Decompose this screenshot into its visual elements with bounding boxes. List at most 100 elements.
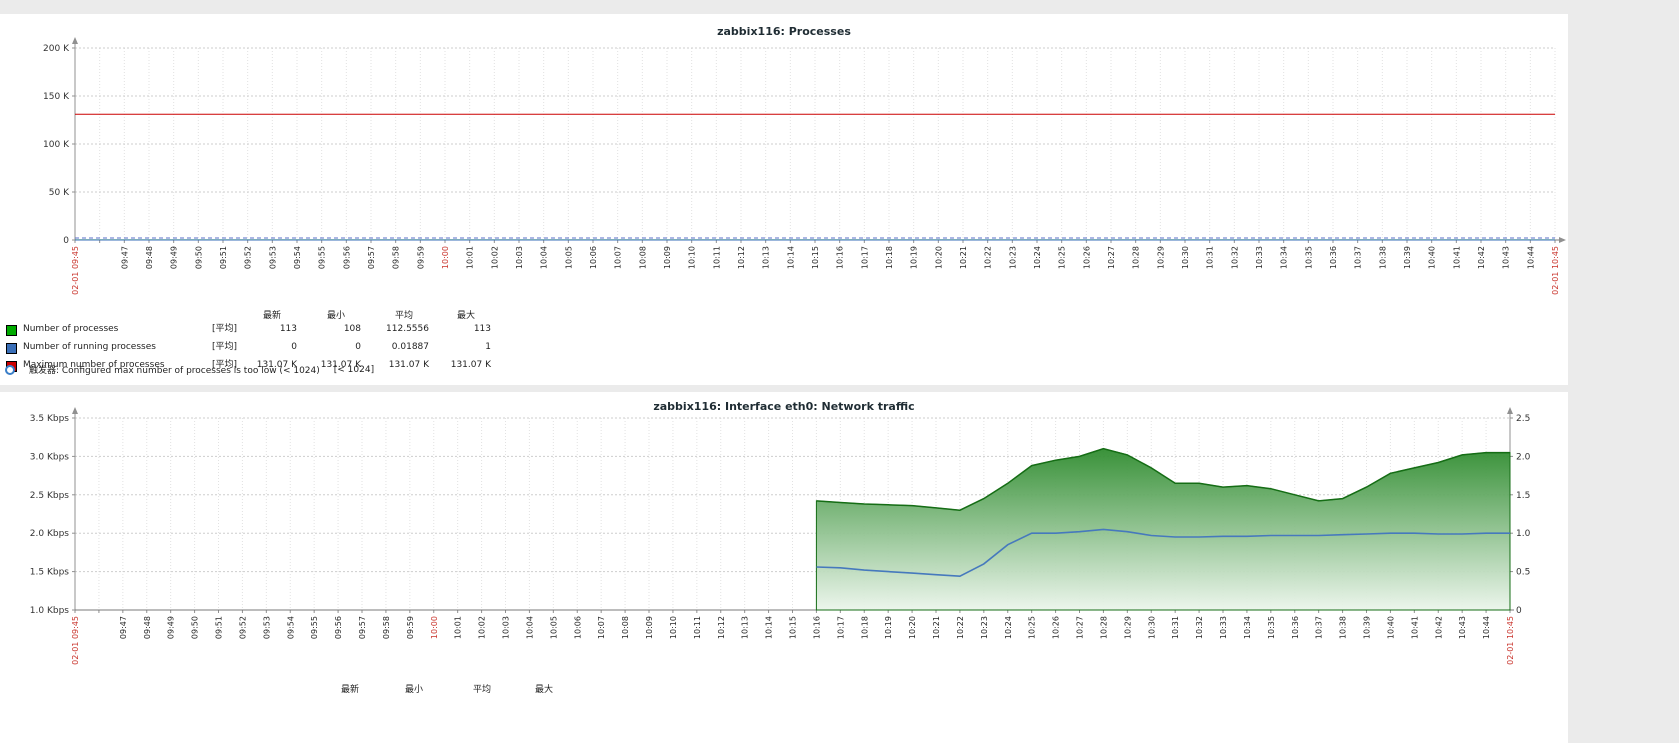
svg-text:3.5 Kbps: 3.5 Kbps xyxy=(30,414,70,424)
svg-text:10:33: 10:33 xyxy=(1255,246,1264,269)
svg-text:10:30: 10:30 xyxy=(1147,616,1156,639)
svg-text:10:24: 10:24 xyxy=(1004,616,1013,639)
svg-text:10:13: 10:13 xyxy=(762,246,771,269)
svg-text:50 K: 50 K xyxy=(49,188,70,198)
svg-text:09:48: 09:48 xyxy=(145,246,154,269)
svg-text:10:10: 10:10 xyxy=(669,616,678,639)
series-name: Maximum number of processes xyxy=(23,360,165,370)
svg-text:10:26: 10:26 xyxy=(1052,616,1061,639)
svg-text:10:10: 10:10 xyxy=(688,246,697,269)
svg-text:10:29: 10:29 xyxy=(1123,616,1132,639)
svg-text:10:39: 10:39 xyxy=(1363,616,1372,639)
svg-text:150 K: 150 K xyxy=(43,92,70,102)
svg-text:10:11: 10:11 xyxy=(693,616,702,639)
series-stat-value: 0 xyxy=(291,342,297,352)
svg-text:10:32: 10:32 xyxy=(1195,616,1204,639)
svg-text:10:40: 10:40 xyxy=(1386,616,1395,639)
svg-text:10:00: 10:00 xyxy=(441,246,450,269)
svg-text:10:26: 10:26 xyxy=(1082,246,1091,269)
svg-text:0.5: 0.5 xyxy=(1516,568,1530,578)
svg-text:10:07: 10:07 xyxy=(614,246,623,269)
svg-text:0: 0 xyxy=(1516,606,1522,616)
svg-text:10:18: 10:18 xyxy=(860,616,869,639)
svg-text:10:37: 10:37 xyxy=(1354,246,1363,269)
legend-stat-header: 最新 xyxy=(262,311,281,321)
graph-panel-network-traffic: zabbix116: Interface eth0: Network traff… xyxy=(0,392,1568,743)
svg-text:09:58: 09:58 xyxy=(392,246,401,269)
svg-text:10:31: 10:31 xyxy=(1206,246,1215,269)
svg-text:10:02: 10:02 xyxy=(490,246,499,269)
series-function: [平均] xyxy=(211,342,237,352)
svg-text:10:09: 10:09 xyxy=(645,616,654,639)
svg-text:10:31: 10:31 xyxy=(1171,616,1180,639)
svg-text:10:21: 10:21 xyxy=(959,246,968,269)
svg-text:10:23: 10:23 xyxy=(1008,246,1017,269)
svg-text:09:47: 09:47 xyxy=(119,616,128,639)
trigger-label: 触发器: Configured max number of processes … xyxy=(29,366,320,376)
svg-text:10:22: 10:22 xyxy=(984,246,993,269)
svg-text:10:25: 10:25 xyxy=(1058,246,1067,269)
network-traffic-graph-canvas[interactable]: 1.0 Kbps 1.5 Kbps 2.0 Kbps 2.5 Kbps 3.0 Kbps… xyxy=(0,407,1568,682)
svg-text:0: 0 xyxy=(63,236,69,246)
svg-text:09:49: 09:49 xyxy=(167,616,176,639)
graph-title-network-traffic: zabbix116: Interface eth0: Network traff… xyxy=(653,400,915,413)
series-color-swatch xyxy=(6,325,17,336)
svg-text:10:05: 10:05 xyxy=(549,616,558,639)
svg-text:09:57: 09:57 xyxy=(367,246,376,269)
svg-text:10:43: 10:43 xyxy=(1458,616,1467,639)
series-color-swatch xyxy=(6,343,17,354)
svg-text:09:48: 09:48 xyxy=(143,616,152,639)
series-function: [平均] xyxy=(211,324,237,334)
legend-stat-header: 最大 xyxy=(534,685,553,695)
trigger-threshold: [< 1024] xyxy=(333,364,375,375)
svg-text:09:54: 09:54 xyxy=(286,616,295,639)
processes-graph-legend: 最新 最小 平均 最大 Number of processes [平均] 113 108 112… xyxy=(5,310,491,377)
svg-text:10:20: 10:20 xyxy=(934,246,943,269)
svg-text:09:56: 09:56 xyxy=(342,246,351,269)
series-function: [平均] xyxy=(211,360,237,370)
svg-text:10:27: 10:27 xyxy=(1076,616,1085,639)
svg-text:09:55: 09:55 xyxy=(310,616,319,639)
series-stat-value: 131.07 K xyxy=(256,360,297,370)
svg-text:10:08: 10:08 xyxy=(621,616,630,639)
svg-text:10:37: 10:37 xyxy=(1315,616,1324,639)
svg-text:10:03: 10:03 xyxy=(502,616,511,639)
series-stat-value: 131.07 K xyxy=(388,360,429,370)
svg-text:10:28: 10:28 xyxy=(1099,616,1108,639)
svg-text:200 K: 200 K xyxy=(43,44,70,54)
series-stat-value: 131.07 K xyxy=(450,360,491,370)
series-stat-value: 1 xyxy=(485,342,491,352)
svg-text:3.0 Kbps: 3.0 Kbps xyxy=(30,452,70,462)
svg-text:09:50: 09:50 xyxy=(194,246,203,269)
trigger-row: 触发器: Configured max number of processes … xyxy=(5,363,374,376)
series-name: Number of processes xyxy=(23,324,119,334)
svg-text:09:53: 09:53 xyxy=(268,246,277,269)
svg-text:09:57: 09:57 xyxy=(358,616,367,639)
svg-text:10:41: 10:41 xyxy=(1410,616,1419,639)
svg-text:1.5 Kbps: 1.5 Kbps xyxy=(30,568,70,578)
svg-text:1.0: 1.0 xyxy=(1516,529,1531,539)
network-traffic-graph-legend: 最新 最小 平均 最大 xyxy=(5,684,569,697)
svg-text:10:24: 10:24 xyxy=(1033,246,1042,269)
svg-text:09:47: 09:47 xyxy=(120,246,129,269)
svg-text:10:02: 10:02 xyxy=(478,616,487,639)
svg-text:2.5 Kbps: 2.5 Kbps xyxy=(30,491,70,501)
graph-legend-table: 最新 最小 平均 最大 xyxy=(5,684,569,697)
svg-text:09:56: 09:56 xyxy=(334,616,343,639)
series-stat-value: 0.01887 xyxy=(391,342,429,352)
svg-text:10:18: 10:18 xyxy=(885,246,894,269)
svg-text:10:06: 10:06 xyxy=(573,616,582,639)
series-name: Number of running processes xyxy=(23,342,156,352)
svg-text:10:38: 10:38 xyxy=(1339,616,1348,639)
svg-text:09:55: 09:55 xyxy=(318,246,327,269)
svg-text:10:12: 10:12 xyxy=(717,616,726,639)
svg-text:10:04: 10:04 xyxy=(540,246,549,269)
svg-text:10:03: 10:03 xyxy=(515,246,524,269)
processes-graph-canvas[interactable]: 0 50 K 100 K 150 K 200 K 02-01 09:45 09:47 09:4… xyxy=(0,37,1568,306)
svg-text:10:44: 10:44 xyxy=(1526,246,1535,269)
series-stat-value: 131.07 K xyxy=(320,360,361,370)
legend-stat-header: 最新 xyxy=(340,685,359,695)
svg-text:02-01 09:45: 02-01 09:45 xyxy=(71,246,80,295)
legend-stat-header: 最大 xyxy=(456,311,475,321)
svg-text:09:59: 09:59 xyxy=(416,246,425,269)
